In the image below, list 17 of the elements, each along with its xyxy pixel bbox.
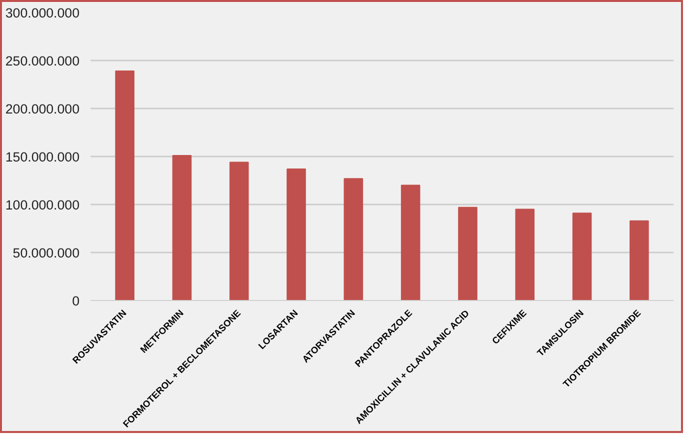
y-tick-label: 0 — [72, 294, 80, 308]
y-tick-label: 50.000.000 — [12, 246, 80, 260]
bar — [172, 155, 192, 300]
bar — [115, 70, 134, 300]
bar — [229, 162, 249, 300]
y-tick-label: 100.000.000 — [5, 198, 80, 212]
y-tick-label: 300.000.000 — [5, 6, 80, 20]
bar — [344, 178, 364, 300]
y-tick-label: 250.000.000 — [5, 54, 80, 68]
y-tick-label: 200.000.000 — [5, 102, 80, 116]
y-tick-label: 150.000.000 — [5, 150, 80, 164]
bar — [458, 206, 478, 300]
bar — [630, 220, 649, 300]
bar — [286, 168, 306, 300]
bar — [572, 212, 592, 300]
bar — [400, 184, 420, 300]
bar — [515, 208, 535, 300]
